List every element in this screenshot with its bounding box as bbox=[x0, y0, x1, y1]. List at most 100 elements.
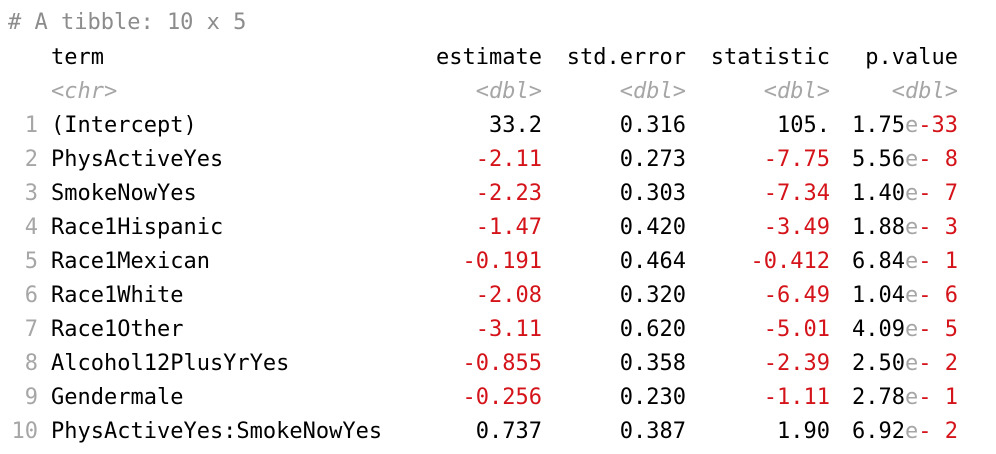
cell-std-error: 0.230 bbox=[619, 385, 686, 410]
p-value-mantissa: 1.75 bbox=[852, 113, 905, 138]
cell-std-error: 0.620 bbox=[619, 317, 686, 342]
p-value-exponent: - 6 bbox=[918, 283, 958, 308]
statistic-value: 3.49 bbox=[777, 215, 830, 240]
cell-statistic: 1.90 bbox=[696, 415, 830, 449]
cell-term: Race1White bbox=[51, 283, 184, 308]
p-value-exponent-marker: e bbox=[905, 147, 919, 172]
cell-std-error: 0.387 bbox=[619, 419, 686, 444]
estimate-sign: - bbox=[462, 249, 476, 274]
cell-p-value: 2.78e- 1 bbox=[838, 381, 958, 415]
cell-term: PhysActiveYes bbox=[51, 147, 224, 172]
p-value-mantissa: 1.88 bbox=[852, 215, 905, 240]
cell-std-error: 0.273 bbox=[619, 147, 686, 172]
estimate-sign: - bbox=[462, 351, 476, 376]
p-value-exponent-marker: e bbox=[905, 249, 919, 274]
cell-p-value: 2.50e- 2 bbox=[838, 347, 958, 381]
estimate-value: 0.256 bbox=[475, 385, 542, 410]
cell-statistic: -3.49 bbox=[696, 211, 830, 245]
cell-statistic: -6.49 bbox=[696, 279, 830, 313]
cell-term: PhysActiveYes:SmokeNowYes bbox=[51, 419, 383, 444]
cell-statistic: -2.39 bbox=[696, 347, 830, 381]
cell-std-error: 0.464 bbox=[619, 249, 686, 274]
row-number: 1 bbox=[24, 113, 38, 138]
cell-p-value: 1.88e- 3 bbox=[838, 211, 958, 245]
statistic-value: 7.75 bbox=[777, 147, 830, 172]
cell-estimate: -0.191 bbox=[420, 245, 542, 279]
p-value-exponent-marker: e bbox=[905, 419, 919, 444]
tibble-header-comment: # A tibble: 10 x 5 bbox=[8, 10, 247, 35]
statistic-sign: - bbox=[763, 385, 778, 410]
cell-p-value: 4.09e- 5 bbox=[838, 313, 958, 347]
cell-term: Gendermale bbox=[51, 385, 184, 410]
estimate-value: 3.11 bbox=[489, 317, 542, 342]
estimate-sign: - bbox=[475, 181, 490, 206]
statistic-value: 105. bbox=[777, 113, 830, 138]
p-value-mantissa: 5.56 bbox=[852, 147, 905, 172]
p-value-exponent: - 2 bbox=[918, 351, 958, 376]
cell-estimate: -3.11 bbox=[420, 313, 542, 347]
estimate-value: 33.2 bbox=[489, 113, 542, 138]
cell-std-error: 0.316 bbox=[619, 113, 686, 138]
p-value-exponent-marker: e bbox=[905, 181, 919, 206]
cell-estimate: -2.11 bbox=[420, 143, 542, 177]
p-value-exponent: - 1 bbox=[918, 385, 958, 410]
estimate-sign: - bbox=[462, 385, 476, 410]
cell-term: SmokeNowYes bbox=[51, 181, 197, 206]
statistic-value: 1.11 bbox=[777, 385, 830, 410]
p-value-exponent-marker: e bbox=[905, 385, 919, 410]
p-value-mantissa: 2.78 bbox=[852, 385, 905, 410]
cell-p-value: 1.04e- 6 bbox=[838, 279, 958, 313]
column-type-p-value: <dbl> bbox=[891, 79, 958, 104]
column-type-term: <chr> bbox=[51, 79, 118, 104]
estimate-value: 1.47 bbox=[489, 215, 542, 240]
estimate-sign: - bbox=[475, 215, 490, 240]
estimate-value: 0.855 bbox=[475, 351, 542, 376]
cell-estimate: -0.855 bbox=[420, 347, 542, 381]
row-number: 6 bbox=[24, 283, 38, 308]
estimate-value: 0.737 bbox=[475, 419, 542, 444]
cell-std-error: 0.303 bbox=[619, 181, 686, 206]
cell-estimate: -2.08 bbox=[420, 279, 542, 313]
statistic-value: 1.90 bbox=[777, 419, 830, 444]
row-number: 2 bbox=[24, 147, 38, 172]
cell-std-error: 0.358 bbox=[619, 351, 686, 376]
cell-statistic: -0.412 bbox=[696, 245, 830, 279]
statistic-sign: - bbox=[763, 351, 778, 376]
statistic-sign: - bbox=[763, 181, 778, 206]
p-value-exponent: - 1 bbox=[918, 249, 958, 274]
estimate-value: 0.191 bbox=[475, 249, 542, 274]
p-value-mantissa: 1.04 bbox=[852, 283, 905, 308]
row-number: 4 bbox=[24, 215, 38, 240]
statistic-sign: - bbox=[763, 215, 778, 240]
p-value-exponent: - 7 bbox=[918, 181, 958, 206]
column-header-p-value: p.value bbox=[865, 45, 958, 70]
cell-statistic: -1.11 bbox=[696, 381, 830, 415]
p-value-exponent: -33 bbox=[918, 113, 958, 138]
cell-estimate: -1.47 bbox=[420, 211, 542, 245]
estimate-sign: - bbox=[475, 283, 490, 308]
cell-term: Alcohol12PlusYrYes bbox=[51, 351, 290, 376]
p-value-exponent-marker: e bbox=[905, 113, 919, 138]
cell-p-value: 1.75e-33 bbox=[838, 109, 958, 143]
row-number: 10 bbox=[11, 419, 39, 444]
p-value-exponent: - 3 bbox=[918, 215, 958, 240]
cell-estimate: -2.23 bbox=[420, 177, 542, 211]
column-header-term: term bbox=[51, 45, 104, 70]
cell-statistic: -7.75 bbox=[696, 143, 830, 177]
estimate-sign: - bbox=[475, 147, 490, 172]
statistic-sign: - bbox=[763, 283, 778, 308]
cell-p-value: 1.40e- 7 bbox=[838, 177, 958, 211]
cell-estimate: 0.737 bbox=[420, 415, 542, 449]
estimate-value: 2.08 bbox=[489, 283, 542, 308]
cell-std-error: 0.420 bbox=[619, 215, 686, 240]
row-number: 7 bbox=[24, 317, 38, 342]
statistic-sign: - bbox=[763, 147, 778, 172]
statistic-value: 6.49 bbox=[777, 283, 830, 308]
cell-estimate: -0.256 bbox=[420, 381, 542, 415]
p-value-mantissa: 6.92 bbox=[852, 419, 905, 444]
row-number: 8 bbox=[24, 351, 38, 376]
p-value-mantissa: 4.09 bbox=[852, 317, 905, 342]
statistic-value: 0.412 bbox=[763, 249, 830, 274]
estimate-value: 2.11 bbox=[489, 147, 542, 172]
